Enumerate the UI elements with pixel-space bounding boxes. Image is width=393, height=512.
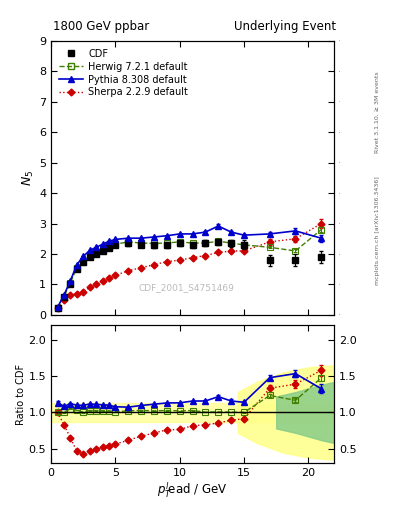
X-axis label: $p_T^l\!$ead / GeV: $p_T^l\!$ead / GeV: [157, 481, 228, 500]
Y-axis label: $N_5$: $N_5$: [21, 170, 36, 186]
Text: 1800 GeV ppbar: 1800 GeV ppbar: [53, 20, 149, 33]
Text: Underlying Event: Underlying Event: [234, 20, 336, 33]
Legend: CDF, Herwig 7.2.1 default, Pythia 8.308 default, Sherpa 2.2.9 default: CDF, Herwig 7.2.1 default, Pythia 8.308 …: [56, 46, 191, 100]
Y-axis label: Ratio to CDF: Ratio to CDF: [16, 364, 26, 425]
Text: mcplots.cern.ch [arXiv:1306.3436]: mcplots.cern.ch [arXiv:1306.3436]: [375, 176, 380, 285]
Text: Rivet 3.1.10, ≥ 3M events: Rivet 3.1.10, ≥ 3M events: [375, 72, 380, 154]
Text: CDF_2001_S4751469: CDF_2001_S4751469: [139, 283, 235, 292]
